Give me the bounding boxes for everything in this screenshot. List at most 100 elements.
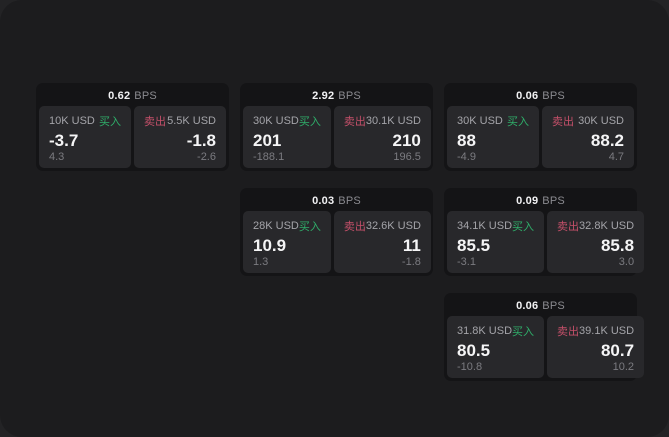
buy-delta: -188.1 [253, 150, 285, 163]
buy-price: -3.7 [49, 131, 79, 150]
buy-amount: 34.1K USD [457, 220, 513, 232]
buy-panel[interactable]: 28K USD 买入 10.9 1.3 [243, 211, 331, 273]
buy-panel-top: 34.1K USD 买入 [457, 218, 534, 234]
buy-amount: 28K USD [253, 220, 299, 232]
bps-label: BPS [338, 195, 361, 207]
sell-price: 85.8 [600, 236, 635, 255]
sell-amount: 32.8K USD [579, 220, 635, 232]
buy-sell-panels: 30K USD 买入 88 -4.9 卖出 30K USD 88.2 4.7 [447, 106, 634, 168]
buy-delta: 1.3 [253, 255, 269, 268]
card-header: 2.92 BPS [243, 86, 430, 106]
buy-sell-panels: 30K USD 买入 201 -188.1 卖出 30.1K USD 210 1… [243, 106, 431, 168]
buy-panel[interactable]: 34.1K USD 买入 85.5 -3.1 [447, 211, 545, 273]
sell-side-label: 卖出 [343, 221, 366, 233]
sell-amount: 39.1K USD [579, 325, 635, 337]
bps-value: 0.09 [516, 195, 539, 207]
bps-value: 0.06 [516, 300, 539, 312]
sell-side-label: 卖出 [552, 116, 574, 128]
buy-price: 10.9 [253, 236, 287, 255]
sell-delta: 10.2 [612, 360, 635, 373]
sell-side-label: 卖出 [557, 326, 580, 338]
sell-amount: 30K USD [578, 115, 624, 127]
sell-price: 210 [392, 131, 421, 150]
quote-card: 0.62 BPS 10K USD 买入 -3.7 4.3 卖出 5.5K USD… [36, 83, 229, 171]
sell-amount: 30.1K USD [365, 115, 421, 127]
sell-panel-top: 卖出 5.5K USD [144, 113, 216, 129]
buy-amount: 10K USD [49, 115, 95, 127]
buy-sell-panels: 28K USD 买入 10.9 1.3 卖出 32.6K USD 11 -1.8 [243, 211, 431, 273]
buy-side-label: 买入 [507, 116, 529, 128]
sell-delta: 196.5 [393, 150, 421, 163]
buy-price: 88 [457, 131, 476, 150]
sell-price: 88.2 [590, 131, 624, 150]
buy-panel[interactable]: 30K USD 买入 201 -188.1 [243, 106, 331, 168]
buy-panel[interactable]: 10K USD 买入 -3.7 4.3 [39, 106, 131, 168]
buy-side-label: 买入 [99, 116, 121, 128]
buy-side-label: 买入 [298, 116, 321, 128]
bps-value: 2.92 [312, 90, 335, 102]
quote-card: 0.03 BPS 28K USD 买入 10.9 1.3 卖出 32.6K US… [240, 188, 433, 276]
sell-side-label: 卖出 [557, 221, 580, 233]
buy-delta: -10.8 [457, 360, 483, 373]
sell-panel-top: 卖出 30K USD [552, 113, 624, 129]
quote-card: 0.06 BPS 31.8K USD 买入 80.5 -10.8 卖出 39.1… [444, 293, 645, 381]
buy-delta: -3.1 [457, 255, 476, 268]
sell-delta: -1.8 [401, 255, 421, 268]
sell-price: 80.7 [600, 341, 635, 360]
sell-panel-top: 卖出 39.1K USD [557, 323, 634, 339]
buy-sell-panels: 10K USD 买入 -3.7 4.3 卖出 5.5K USD -1.8 -2.… [39, 106, 226, 168]
buy-amount: 31.8K USD [457, 325, 513, 337]
bps-label: BPS [134, 90, 157, 102]
sell-panel-top: 卖出 30.1K USD [344, 113, 421, 129]
sell-delta: 3.0 [618, 255, 635, 268]
sell-side-label: 卖出 [343, 116, 366, 128]
buy-price: 80.5 [457, 341, 491, 360]
buy-amount: 30K USD [457, 115, 503, 127]
sell-panel[interactable]: 卖出 30K USD 88.2 4.7 [542, 106, 634, 168]
buy-side-label: 买入 [298, 221, 321, 233]
buy-price: 201 [253, 131, 282, 150]
bps-label: BPS [542, 90, 565, 102]
sell-amount: 32.6K USD [365, 220, 421, 232]
buy-price: 85.5 [457, 236, 491, 255]
buy-panel-top: 30K USD 买入 [457, 113, 529, 129]
buy-panel[interactable]: 30K USD 买入 88 -4.9 [447, 106, 539, 168]
buy-side-label: 买入 [512, 221, 535, 233]
bps-value: 0.62 [108, 90, 131, 102]
quote-card: 0.09 BPS 34.1K USD 买入 85.5 -3.1 卖出 32.8K… [444, 188, 645, 276]
bps-value: 0.03 [312, 195, 335, 207]
sell-panel-top: 卖出 32.8K USD [557, 218, 634, 234]
sell-panel[interactable]: 卖出 5.5K USD -1.8 -2.6 [134, 106, 226, 168]
sell-panel[interactable]: 卖出 30.1K USD 210 196.5 [333, 106, 431, 168]
sell-panel[interactable]: 卖出 32.6K USD 11 -1.8 [333, 211, 431, 273]
bps-label: BPS [338, 90, 361, 102]
card-header: 0.06 BPS [447, 296, 634, 316]
sell-panel[interactable]: 卖出 39.1K USD 80.7 10.2 [547, 316, 645, 378]
sell-panel-top: 卖出 32.6K USD [344, 218, 421, 234]
buy-sell-panels: 34.1K USD 买入 85.5 -3.1 卖出 32.8K USD 85.8… [447, 211, 645, 273]
buy-side-label: 买入 [512, 326, 535, 338]
sell-amount: 5.5K USD [167, 115, 216, 127]
cards-grid: 0.62 BPS 10K USD 买入 -3.7 4.3 卖出 5.5K USD… [36, 83, 645, 381]
buy-amount: 30K USD [253, 115, 299, 127]
sell-side-label: 卖出 [144, 116, 166, 128]
quote-card: 2.92 BPS 30K USD 买入 201 -188.1 卖出 30.1K … [240, 83, 433, 171]
card-header: 0.06 BPS [447, 86, 634, 106]
buy-panel-top: 31.8K USD 买入 [457, 323, 534, 339]
bps-value: 0.06 [516, 90, 539, 102]
buy-delta: -4.9 [457, 150, 476, 163]
sell-delta: -2.6 [197, 150, 216, 163]
card-header: 0.09 BPS [447, 191, 634, 211]
bps-label: BPS [542, 300, 565, 312]
buy-panel[interactable]: 31.8K USD 买入 80.5 -10.8 [447, 316, 545, 378]
buy-sell-panels: 31.8K USD 买入 80.5 -10.8 卖出 39.1K USD 80.… [447, 316, 645, 378]
sell-price: 11 [402, 236, 421, 255]
buy-panel-top: 30K USD 买入 [253, 113, 321, 129]
sell-delta: 4.7 [608, 150, 624, 163]
buy-delta: 4.3 [49, 150, 65, 163]
quote-card: 0.06 BPS 30K USD 买入 88 -4.9 卖出 30K USD 8… [444, 83, 637, 171]
buy-panel-top: 10K USD 买入 [49, 113, 121, 129]
bps-label: BPS [542, 195, 565, 207]
buy-panel-top: 28K USD 买入 [253, 218, 321, 234]
sell-panel[interactable]: 卖出 32.8K USD 85.8 3.0 [547, 211, 645, 273]
